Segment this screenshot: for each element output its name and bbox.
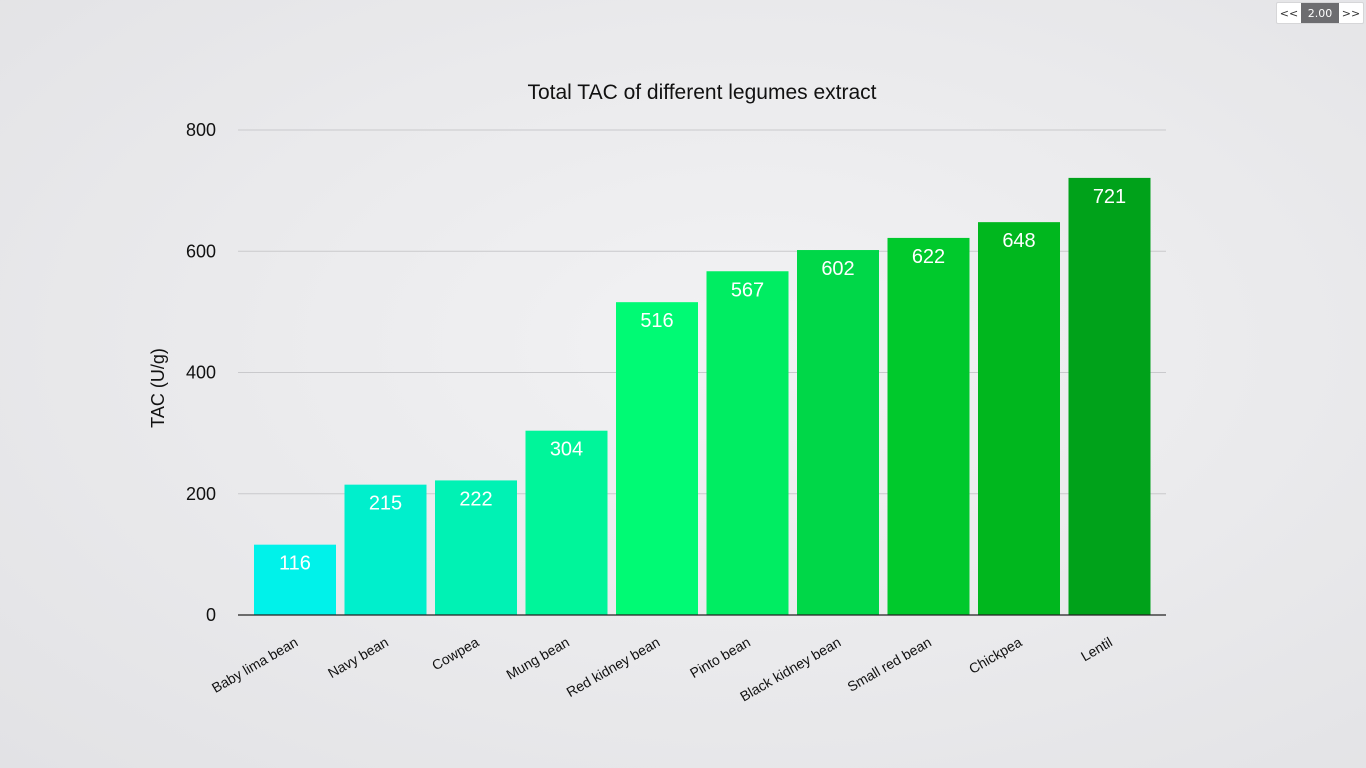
bar (1068, 177, 1151, 616)
x-category-label: Chickpea (966, 634, 1025, 677)
x-category-label: Cowpea (429, 634, 482, 674)
playback-speed-control: << 2.00 >> (1276, 2, 1364, 24)
y-axis-ticks: 0 200 400 600 800 (186, 120, 216, 625)
bar-value-label: 602 (821, 258, 854, 280)
bar (254, 544, 336, 615)
y-tick-label: 400 (186, 363, 216, 383)
x-category-label: Navy bean (325, 634, 391, 681)
bar-value-label: 304 (550, 439, 583, 461)
slower-button[interactable]: << (1279, 6, 1299, 20)
y-tick-label: 0 (206, 605, 216, 625)
bar (435, 480, 517, 615)
bar-value-label: 222 (459, 488, 492, 510)
x-category-label: Baby lima bean (209, 634, 301, 696)
bar (344, 484, 427, 615)
x-category-label: Mung bean (503, 634, 572, 683)
y-tick-label: 200 (186, 484, 216, 504)
bar-value-label: 648 (1002, 230, 1035, 252)
bar (797, 250, 879, 615)
bar (887, 237, 970, 615)
chart-title: Total TAC of different legumes extract (527, 81, 876, 104)
bar (616, 302, 698, 615)
x-category-label: Lentil (1078, 634, 1115, 665)
bar-value-label: 567 (731, 279, 764, 301)
y-axis-label: TAC (U/g) (148, 348, 168, 428)
y-tick-label: 600 (186, 241, 216, 261)
x-category-label: Pinto bean (687, 634, 753, 681)
bar-value-label: 721 (1093, 186, 1126, 208)
bar (706, 271, 789, 615)
faster-button[interactable]: >> (1341, 6, 1361, 20)
bar (525, 430, 608, 615)
bar-value-label: 516 (640, 310, 673, 332)
y-tick-label: 800 (186, 120, 216, 140)
x-category-label: Small red bean (844, 634, 934, 695)
x-category-label: Black kidney bean (737, 634, 843, 705)
x-axis-category-labels: Baby lima bean Navy bean Cowpea Mung beanRe… (209, 634, 1115, 705)
bar-value-label: 622 (912, 246, 945, 268)
x-category-label: Red kidney bean (563, 634, 662, 700)
bar-value-label: 116 (279, 553, 311, 575)
bar (978, 222, 1060, 615)
bars: 116 215 222 304 516 567 602 622 648 721 (254, 177, 1151, 616)
bar-value-label: 215 (369, 493, 402, 515)
speed-value: 2.00 (1301, 3, 1339, 23)
